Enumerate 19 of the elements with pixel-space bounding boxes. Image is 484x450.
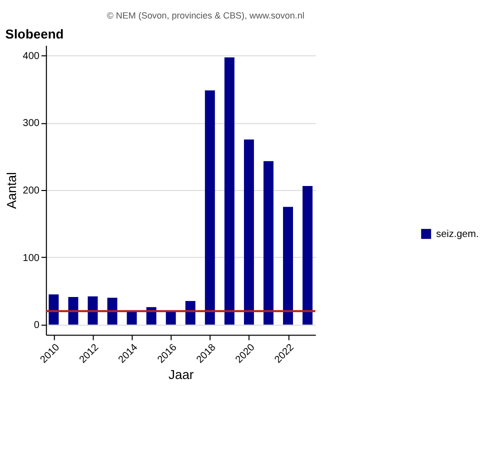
x-axis-title: Jaar <box>168 366 194 382</box>
y-axis-title: Aantal <box>4 172 19 209</box>
legend-label: seiz.gem. <box>436 228 479 240</box>
bar <box>224 57 234 325</box>
y-tick-label: 300 <box>22 118 40 130</box>
bar <box>283 206 294 325</box>
bar <box>302 186 313 325</box>
bar <box>204 90 215 325</box>
bar <box>107 298 118 325</box>
y-tick-label: 400 <box>22 50 40 62</box>
text: © NEM (Sovon, provincies & CBS), www.sovon.nl <box>106 10 304 20</box>
y-tick-label: 200 <box>22 186 40 196</box>
bar <box>244 140 254 325</box>
bar <box>88 296 98 325</box>
chart-title: Slobeend <box>5 26 64 42</box>
y-tick-label: 100 <box>22 252 40 264</box>
bar <box>264 161 274 325</box>
bar <box>48 294 59 325</box>
y-tick-label: 0 <box>34 320 40 332</box>
